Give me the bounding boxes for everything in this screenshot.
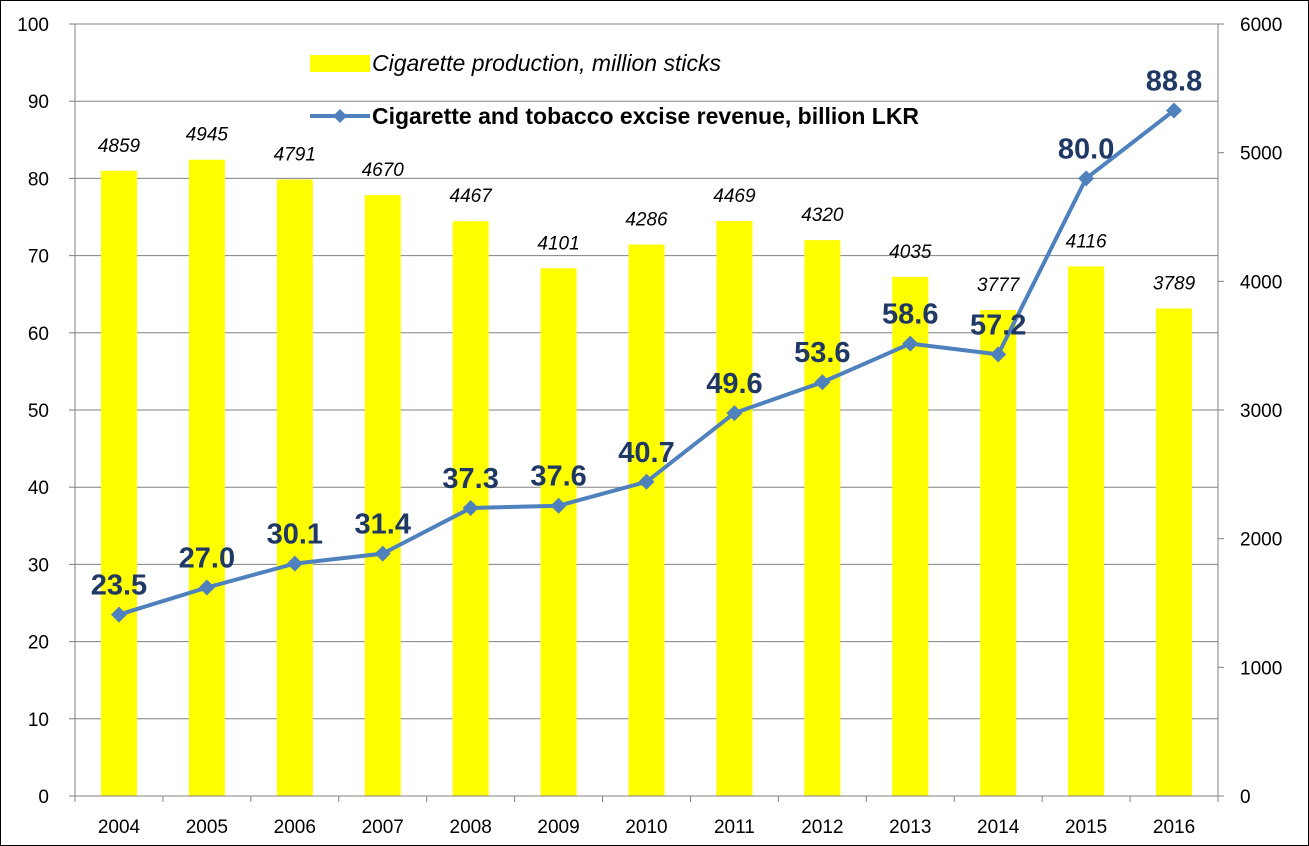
bar: [364, 195, 401, 797]
line-marker: [110, 606, 127, 623]
bar-data-labels: 4859 4945 4791 4670 4467 4101 4286 4469 4320 4035…: [98, 125, 1196, 296]
x-axis-tick-label: 2004: [98, 817, 141, 838]
bar-data-label: 4945: [186, 125, 229, 146]
line-data-label: 80.0: [1058, 133, 1114, 165]
bar-data-label: 4116: [1066, 231, 1107, 252]
x-axis-tick-label: 2012: [801, 817, 843, 838]
line-marker: [814, 374, 831, 391]
bar-data-label: 4286: [625, 210, 668, 231]
bar: [628, 244, 665, 796]
line-marker: [286, 555, 303, 572]
bar: [100, 170, 137, 797]
line-marker: [1166, 102, 1183, 119]
x-axis-tick-label: 2013: [889, 817, 931, 838]
line-marker: [462, 500, 479, 517]
right-axis-tick-label: 4000: [1240, 272, 1282, 293]
line-marker: [198, 579, 215, 596]
bar-data-label: 4467: [450, 186, 494, 207]
line-data-label: 57.2: [970, 309, 1026, 341]
bar: [716, 220, 753, 797]
line-data-labels: 23.5 27.0 30.1 31.4 37.3 37.6 40.7 49.6 53.6 58.6…: [91, 65, 1203, 601]
left-axis-tick-label: 10: [28, 710, 49, 731]
right-axis-tick-label: 0: [1240, 787, 1251, 808]
line-marker: [726, 405, 743, 422]
bar: [980, 310, 1017, 796]
bar-data-label: 4469: [713, 186, 756, 207]
line-data-label: 88.8: [1146, 65, 1202, 97]
bar-data-label: 4101: [537, 233, 579, 254]
left-axis-tick-label: 70: [28, 247, 49, 268]
line-data-label: 31.4: [355, 509, 411, 541]
line-series: [110, 102, 1183, 623]
gridlines: [75, 23, 1218, 720]
line-data-label: 40.7: [618, 437, 674, 469]
x-axis-tick-label: 2008: [450, 817, 492, 838]
line-data-label: 37.6: [530, 461, 586, 493]
left-axis-tick-label: 90: [28, 92, 49, 113]
bar: [188, 159, 225, 796]
bar-data-label: 4320: [801, 205, 844, 226]
left-axis-tick-label: 0: [38, 787, 49, 808]
line-marker: [1078, 170, 1095, 187]
line-data-label: 37.3: [442, 463, 498, 495]
x-axis-tick-label: 2005: [186, 817, 228, 838]
bar: [276, 179, 313, 797]
x-axis-tick-label: 2014: [977, 817, 1020, 838]
left-axis-tick-label: 30: [28, 555, 49, 576]
bar-data-label: 4791: [274, 145, 316, 166]
legend-bar-label: Cigarette production, million sticks: [372, 50, 721, 76]
x-axis-tick-label: 2009: [537, 817, 579, 838]
bar: [892, 276, 929, 797]
right-axis-tick-label: 5000: [1240, 144, 1282, 165]
left-axis-tick-label: 100: [17, 15, 49, 36]
legend-line-marker: [333, 109, 347, 123]
x-axis-tick-label: 2007: [362, 817, 404, 838]
line-data-label: 53.6: [794, 337, 850, 369]
legend-line-label: Cigarette and tobacco excise revenue, bi…: [372, 103, 919, 129]
legend: Cigarette production, million sticks Cig…: [310, 50, 919, 129]
bar: [540, 268, 577, 796]
right-axis-tick-label: 6000: [1240, 15, 1282, 36]
x-axis-tick-label: 2010: [625, 817, 667, 838]
left-axis-tick-label: 50: [28, 401, 49, 422]
line-marker: [550, 497, 567, 514]
line-marker: [638, 473, 655, 490]
line-data-label: 27.0: [179, 543, 235, 575]
line-data-label: 49.6: [706, 368, 762, 400]
bar: [1068, 266, 1105, 797]
left-axis-tick-label: 40: [28, 478, 49, 499]
line-marker: [902, 335, 919, 352]
x-axis-tick-label: 2015: [1065, 817, 1107, 838]
line-marker: [374, 545, 391, 562]
legend-bar-swatch: [310, 55, 370, 72]
right-axis-tick-label: 2000: [1240, 530, 1282, 551]
line-data-label: 23.5: [91, 570, 147, 602]
left-axis-tick-label: 20: [28, 633, 49, 654]
x-axis-tick-label: 2011: [714, 817, 755, 838]
left-axis-tick-label: 80: [28, 169, 49, 190]
bar-data-label: 3777: [977, 275, 1021, 296]
bar-data-label: 3789: [1153, 273, 1196, 294]
bar: [1156, 308, 1193, 796]
left-axis-tick-label: 60: [28, 324, 49, 345]
line-data-label: 58.6: [882, 299, 938, 331]
bar-data-label: 4035: [889, 242, 932, 263]
line-marker: [990, 346, 1007, 363]
axes: 0102030405060708090100010002000300040005…: [17, 15, 1282, 838]
bar-data-label: 4859: [98, 136, 141, 157]
line-data-label: 30.1: [267, 519, 323, 551]
bar-data-label: 4670: [362, 160, 405, 181]
x-axis-tick-label: 2006: [274, 817, 316, 838]
bar: [804, 240, 841, 796]
right-axis-tick-label: 1000: [1240, 658, 1282, 679]
right-axis-tick-label: 3000: [1240, 401, 1282, 422]
x-axis-tick-label: 2016: [1153, 817, 1195, 838]
